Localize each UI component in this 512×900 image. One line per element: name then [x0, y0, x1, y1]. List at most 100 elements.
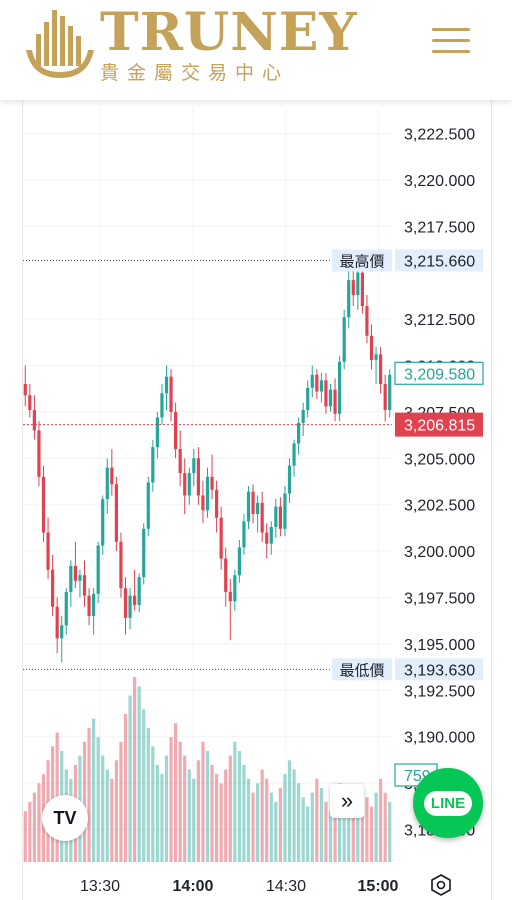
volume-bar	[369, 806, 374, 862]
settings-hex-icon[interactable]	[430, 874, 452, 896]
candle-body	[160, 393, 164, 418]
candle-body	[310, 374, 314, 388]
candle-body	[283, 493, 287, 529]
last-price-value: 3,206.815	[404, 418, 475, 435]
candle-body	[205, 476, 210, 511]
volume-bar	[110, 778, 114, 862]
volume-bar	[351, 815, 355, 862]
candle-body	[92, 593, 96, 617]
candle-body	[338, 361, 342, 414]
volume-bar	[251, 792, 255, 862]
candle-body	[178, 449, 182, 474]
logo-icon[interactable]	[22, 4, 98, 80]
price-tick-label: 3,217.500	[404, 219, 475, 236]
candle-body	[60, 625, 64, 639]
tradingview-logo[interactable]: TV	[42, 795, 88, 841]
volume-bar	[388, 801, 392, 862]
candle-body	[356, 272, 360, 295]
price-tick-label: 3,222.500	[404, 127, 475, 144]
volume-bar	[32, 792, 36, 862]
chart-area[interactable]	[22, 100, 492, 900]
low-label-box	[332, 658, 392, 681]
volume-bar	[87, 727, 91, 862]
time-tick-label: 15:00	[358, 878, 399, 895]
volume-bar	[114, 760, 118, 862]
volume-bar	[160, 774, 164, 862]
candle-body	[119, 541, 123, 589]
volume-bar	[297, 783, 301, 862]
candle-body	[187, 473, 191, 496]
volume-bar	[228, 755, 232, 862]
line-chat-button[interactable]: LINE	[413, 768, 483, 838]
high-value: 3,215.660	[404, 253, 475, 270]
candle-body	[73, 565, 77, 581]
candle-body	[133, 595, 137, 605]
volume-bar	[274, 801, 278, 862]
line-label: LINE	[423, 790, 473, 816]
volume-bar	[319, 788, 323, 862]
volume-bar	[356, 801, 360, 862]
brand-name[interactable]: TRUNEY	[100, 2, 358, 63]
brand-subtitle: 貴金屬交易中心	[100, 62, 290, 84]
candle-body	[201, 495, 205, 511]
volume-bar	[292, 769, 296, 862]
candle-body	[146, 482, 150, 529]
candle-body	[55, 606, 59, 639]
volume-bar	[178, 741, 182, 862]
volume-bar	[164, 755, 169, 862]
candle-body	[96, 545, 100, 594]
volume-bar	[28, 801, 32, 862]
candle-body	[123, 588, 128, 618]
candle-body	[101, 499, 105, 546]
volume-bar	[306, 806, 310, 862]
low-value: 3,193.630	[404, 662, 475, 679]
candle-body	[41, 476, 46, 533]
price-tick-label: 3,192.500	[404, 683, 475, 700]
candle-body	[46, 532, 50, 570]
candle-body	[192, 458, 196, 474]
candle-body	[274, 506, 278, 527]
volume-bar	[310, 792, 314, 862]
candle-body	[128, 595, 132, 618]
high-label-box	[332, 249, 392, 272]
candle-body	[164, 376, 169, 394]
volume-bar	[233, 741, 237, 862]
volume-bar	[128, 695, 132, 862]
candle-body	[287, 465, 292, 494]
candle-body	[155, 417, 159, 448]
price-tick-label: 3,200.000	[404, 544, 475, 561]
price-tick-label: 3,195.000	[404, 637, 475, 654]
candle-body	[251, 491, 255, 514]
price-tick-label: 3,220.000	[404, 173, 475, 190]
high-label: 最高價	[339, 252, 384, 270]
volume-bar	[201, 741, 205, 862]
volume-bar	[338, 783, 342, 862]
volume-bar	[383, 792, 387, 862]
candle-body	[105, 467, 109, 500]
candle-body	[82, 575, 87, 596]
candle-body	[237, 547, 241, 576]
candle-body	[306, 387, 310, 411]
candle-body	[365, 306, 369, 336]
time-tick-label: 14:30	[266, 878, 306, 895]
volume-bar	[82, 741, 87, 862]
volume-bar	[365, 797, 369, 862]
candle-body	[28, 395, 32, 411]
volume-bar	[155, 764, 159, 862]
volume-bar	[256, 783, 260, 862]
volume-bar	[283, 774, 287, 862]
candle-body	[324, 380, 328, 407]
volume-bar	[301, 797, 305, 862]
volume-bar	[123, 714, 128, 862]
volume-bar	[169, 737, 173, 862]
candle-body	[114, 484, 118, 542]
candle-body	[319, 380, 323, 392]
scroll-to-realtime-button[interactable]: »	[330, 784, 364, 818]
volume-bar	[196, 760, 200, 862]
volume-bar	[183, 755, 187, 862]
candle-body	[183, 473, 187, 496]
volume-bar	[324, 801, 328, 862]
hamburger-menu-icon[interactable]	[432, 28, 470, 54]
volume-bar	[287, 760, 292, 862]
